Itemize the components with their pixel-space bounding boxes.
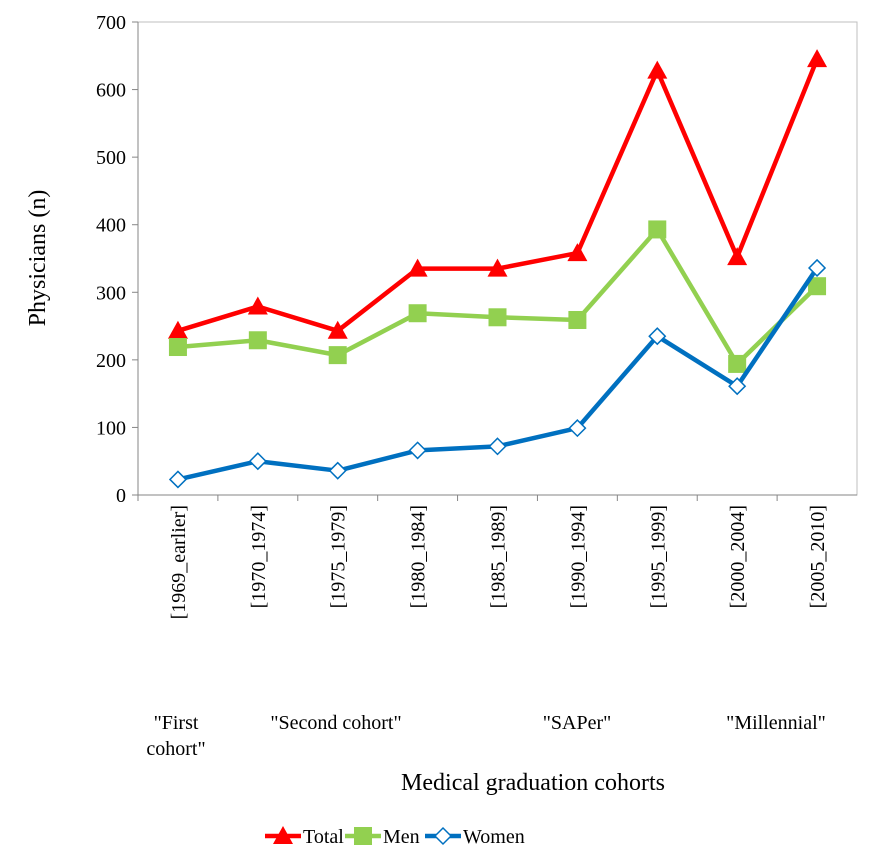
marker [247,296,268,315]
marker [407,258,428,277]
marker [648,220,667,239]
x-tick-label: [1990_1994] [567,505,589,608]
x-tick-label: [1969_earlier] [168,505,190,619]
marker [567,243,588,262]
y-tick-label: 100 [96,417,126,439]
x-tick-label: [1985_1989] [488,505,510,608]
marker [408,304,427,323]
x-tick-label: [1995_1999] [647,505,669,608]
marker [647,60,668,79]
marker [807,258,827,278]
marker [248,331,267,350]
marker [728,377,747,396]
marker [408,441,427,460]
marker [728,354,747,373]
x-axis-label: Medical graduation cohorts [401,770,665,796]
legend-label: Total [303,826,344,848]
series-line [177,58,820,334]
y-tick-label: 700 [96,12,126,34]
marker [807,49,828,68]
cohort-annotation: "Second cohort" [270,712,402,734]
marker [648,327,667,346]
marker [248,452,267,471]
legend-marker [354,827,372,845]
plot-frame [137,21,858,496]
marker [808,277,827,296]
marker [327,320,348,339]
cohort-annotation: "Millennial" [726,712,826,734]
marker [488,308,507,327]
x-tick-label: [1980_1984] [408,505,430,608]
legend-marker [273,826,293,844]
cohort-annotation: "SAPer" [542,712,612,734]
marker [568,310,587,329]
marker [167,320,188,339]
x-tick-label: [2000_2004] [727,505,749,608]
marker [168,338,187,357]
x-tick-label: [1975_1979] [328,505,350,608]
marker [168,470,188,489]
marker [488,437,507,456]
marker [328,346,347,365]
series-line [177,227,819,367]
y-tick-label: 300 [96,282,126,304]
y-tick-label: 0 [116,485,126,507]
y-tick-label: 500 [96,147,126,169]
marker [487,258,508,277]
legend-label: Women [463,826,525,848]
marker [568,419,587,438]
y-tick-label: 200 [96,350,126,372]
x-tick-label: [2005_2010] [807,505,829,608]
x-tick-label: [1970_1974] [248,505,270,608]
legend-label: Men [383,826,420,848]
marker [328,461,347,480]
legend-marker [433,826,453,846]
y-axis-label: Physicians (n) [25,190,51,327]
marker [727,247,748,266]
y-tick-label: 400 [96,215,126,237]
cohort-annotation: "First cohort" [146,712,206,760]
y-tick-label: 600 [96,80,126,102]
